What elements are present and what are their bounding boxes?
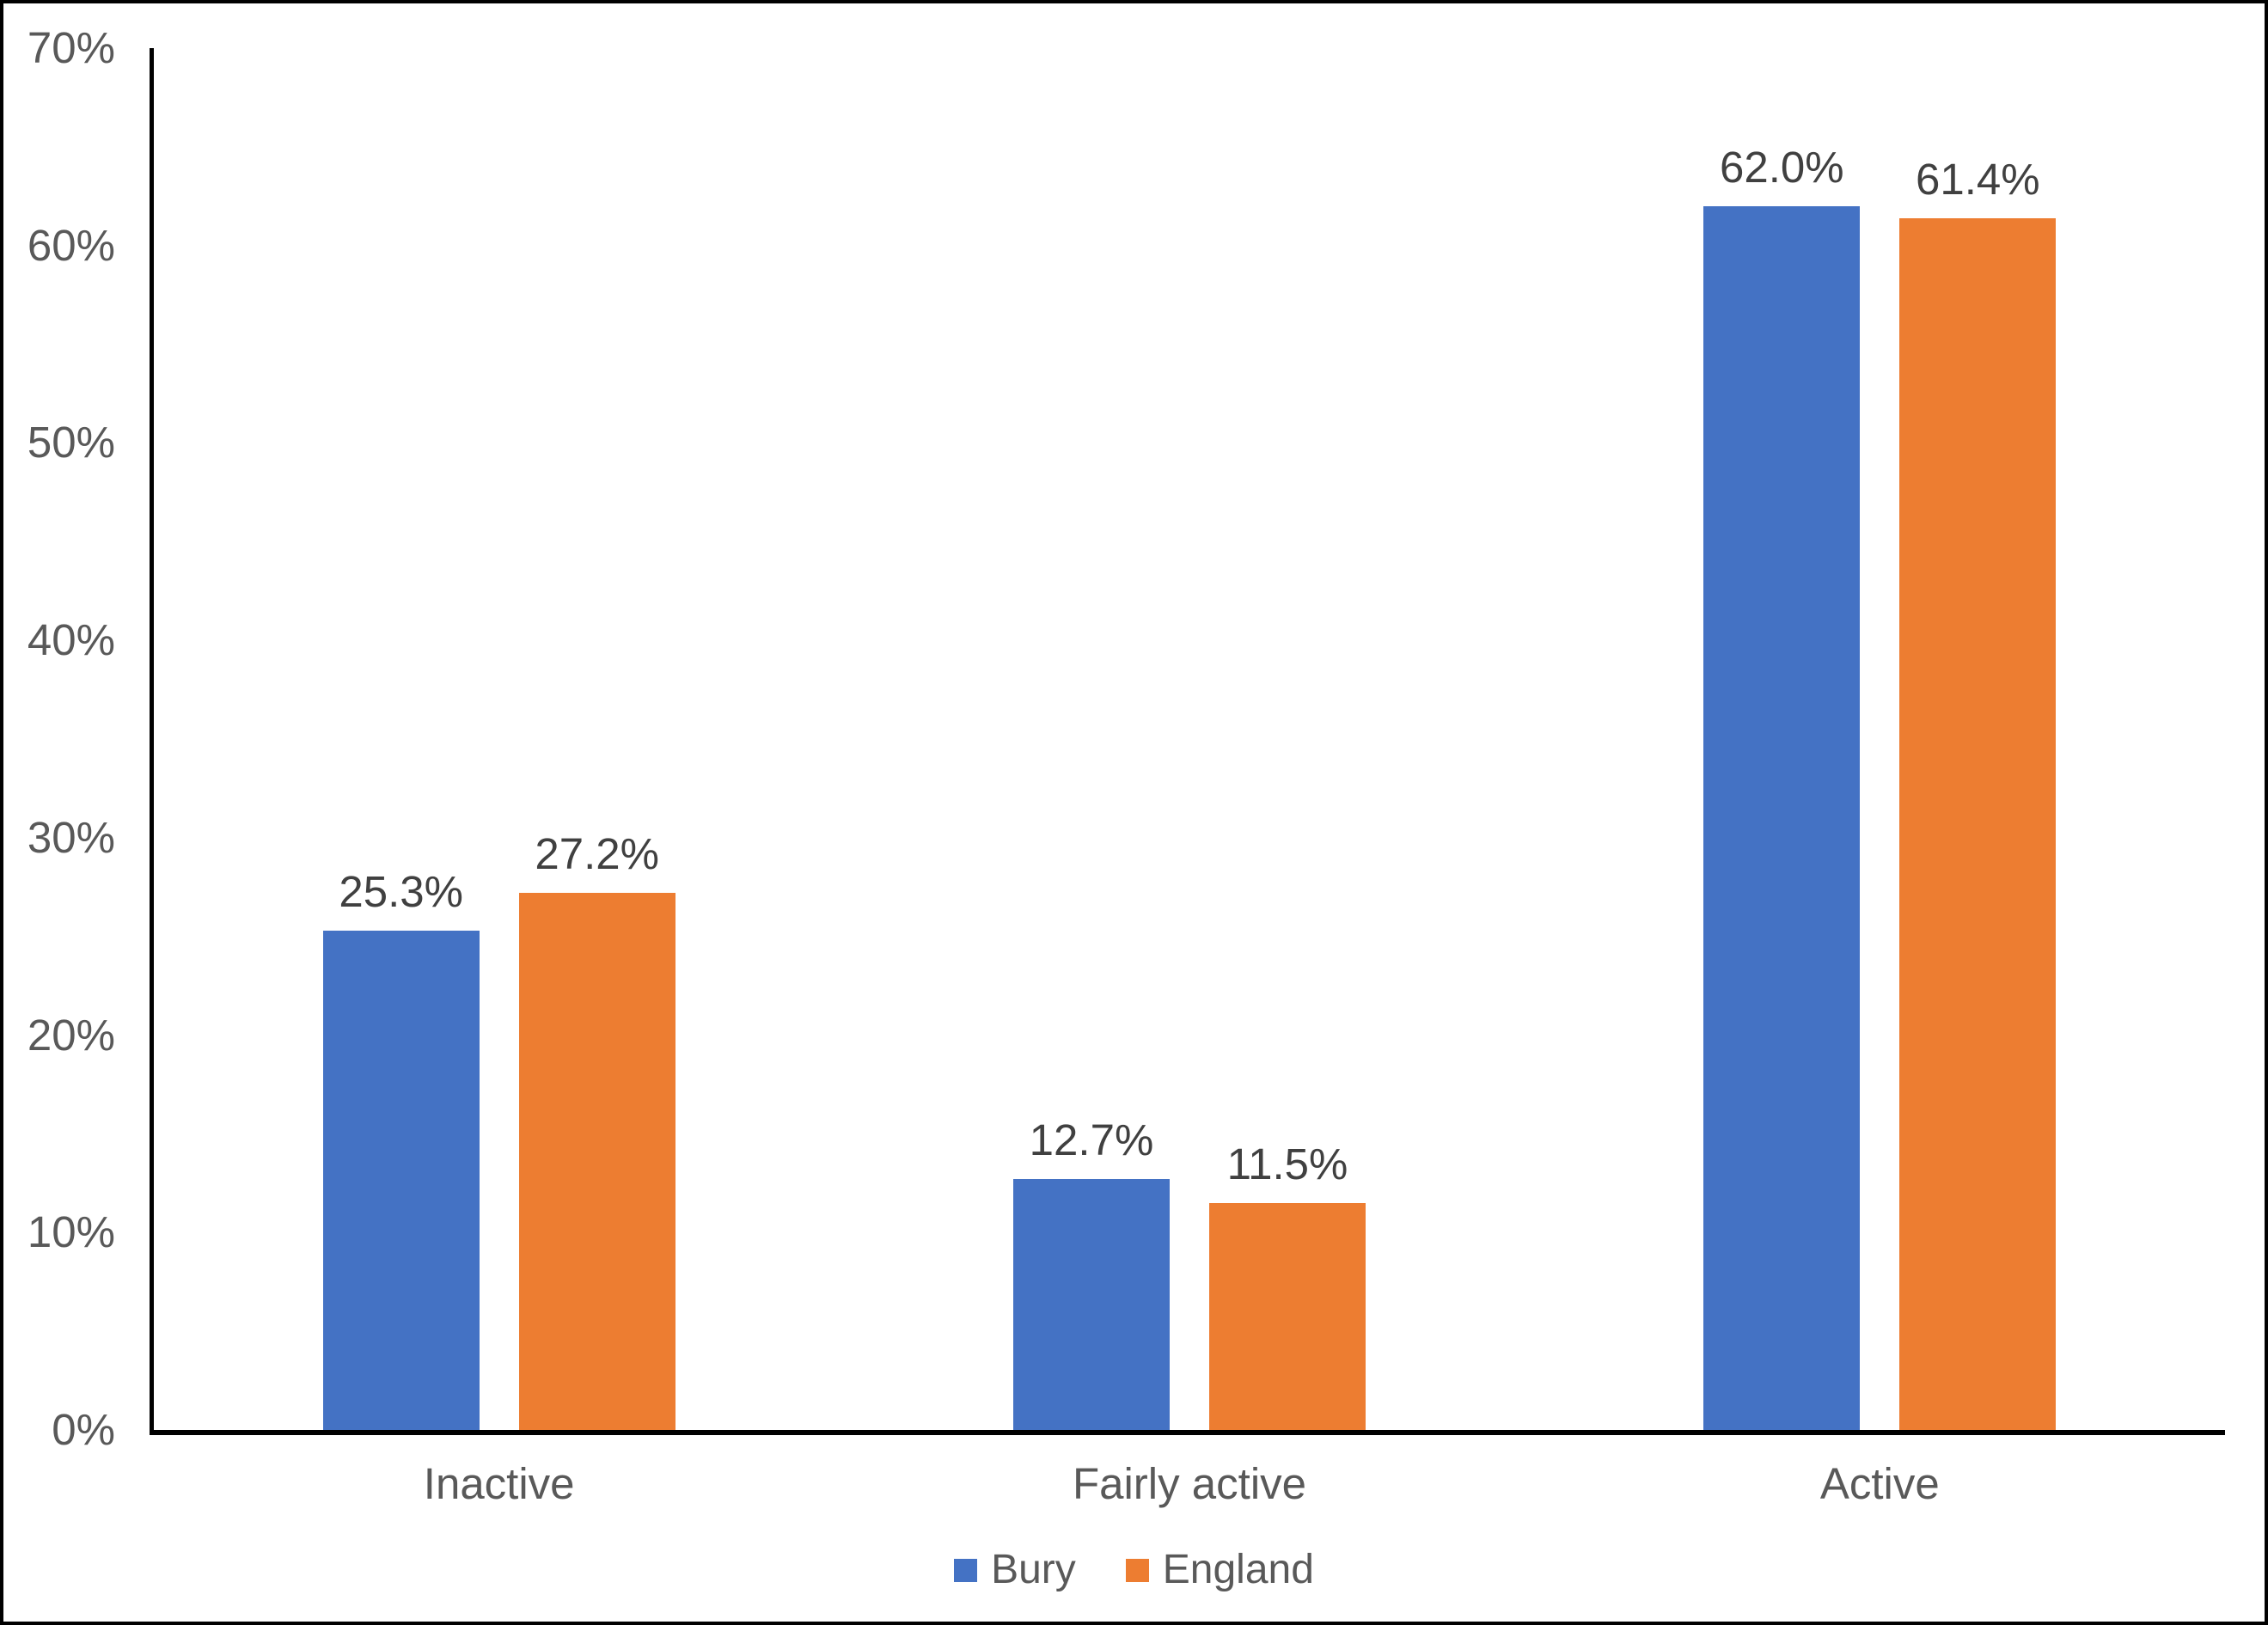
- data-label-bury-active: 62.0%: [1720, 142, 1844, 192]
- y-tick-label: 60%: [27, 220, 115, 270]
- bar-england-fairly-active: 11.5%: [1208, 1139, 1366, 1430]
- bar-bury-fairly-active: 12.7%: [1012, 1115, 1170, 1430]
- x-category-label-fairly-active: Fairly active: [1072, 1459, 1307, 1508]
- y-tick-label: 0%: [52, 1405, 115, 1454]
- x-category-label-inactive: Inactive: [423, 1459, 575, 1508]
- legend: Bury England: [3, 1547, 2265, 1593]
- y-axis-line: [150, 48, 154, 1430]
- data-label-bury-inactive: 25.3%: [339, 866, 463, 916]
- x-category-label-active: Active: [1819, 1459, 1940, 1508]
- bar-bury-active: 62.0%: [1703, 143, 1861, 1430]
- bar-england-active: 61.4%: [1899, 155, 2057, 1430]
- y-tick-label: 20%: [27, 1010, 115, 1060]
- data-label-england-active: 61.4%: [1916, 154, 2040, 204]
- y-tick-label: 50%: [27, 418, 115, 467]
- data-label-england-inactive: 27.2%: [535, 829, 659, 879]
- category-group-inactive: 25.3% 27.2%: [154, 48, 844, 1430]
- y-tick-label: 30%: [27, 812, 115, 862]
- data-label-england-fairly-active: 11.5%: [1226, 1139, 1348, 1188]
- data-label-bury-fairly-active: 12.7%: [1029, 1115, 1154, 1165]
- legend-label-england: England: [1162, 1547, 1314, 1592]
- y-axis-tick-labels: 0% 10% 20% 30% 40% 50% 60% 70%: [3, 23, 115, 1454]
- legend-label-bury: Bury: [991, 1547, 1076, 1592]
- y-tick-label: 40%: [27, 615, 115, 665]
- legend-swatch-icon-bury: [954, 1558, 978, 1582]
- legend-item-england: England: [1125, 1547, 1314, 1593]
- x-axis-line: [150, 1430, 2225, 1435]
- y-tick-label: 70%: [27, 23, 115, 72]
- category-group-fairly-active: 12.7% 11.5%: [844, 48, 1534, 1430]
- bar-groups: 25.3% 27.2% 12.7% 11.5% 62.0% 61.4%: [154, 48, 2225, 1430]
- x-category-labels: Inactive Fairly active Active: [154, 1435, 2225, 1509]
- bar-england-inactive: 27.2%: [518, 829, 676, 1430]
- bar-bury-inactive: 25.3%: [322, 867, 480, 1430]
- category-group-active: 62.0% 61.4%: [1535, 48, 2225, 1430]
- plot-area: 25.3% 27.2% 12.7% 11.5% 62.0% 61.4%: [150, 48, 2225, 1435]
- legend-item-bury: Bury: [954, 1547, 1076, 1593]
- legend-swatch-icon-england: [1125, 1558, 1149, 1582]
- y-tick-label: 10%: [27, 1207, 115, 1257]
